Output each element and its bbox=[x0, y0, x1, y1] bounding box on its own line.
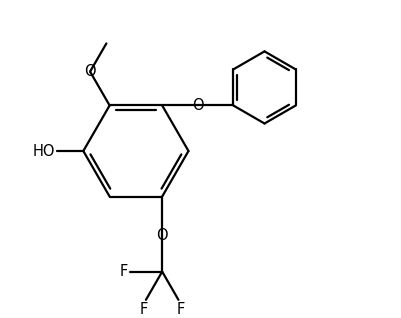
Text: F: F bbox=[176, 302, 184, 317]
Text: O: O bbox=[84, 64, 96, 79]
Text: F: F bbox=[140, 302, 148, 317]
Text: F: F bbox=[119, 264, 128, 279]
Text: O: O bbox=[192, 98, 204, 113]
Text: O: O bbox=[156, 228, 168, 243]
Text: HO: HO bbox=[33, 143, 55, 158]
